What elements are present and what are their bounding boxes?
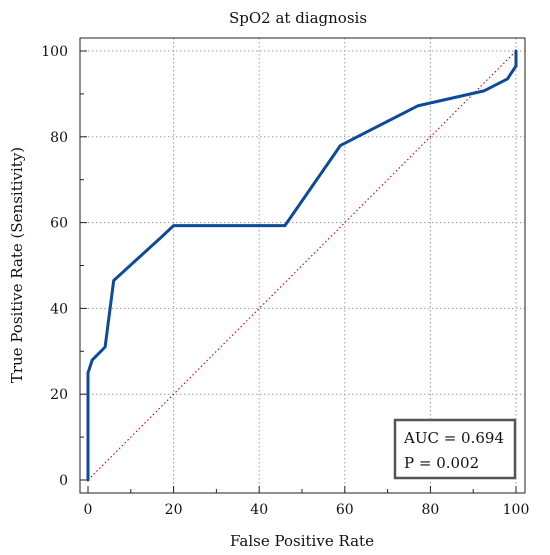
roc-curve-line (86, 49, 518, 482)
x-axis-label: False Positive Rate (230, 532, 374, 550)
y-tick-label: 100 (41, 44, 68, 60)
x-tick-label: 40 (250, 502, 268, 518)
y-tick-label: 40 (50, 301, 68, 317)
y-tick-label: 80 (50, 130, 68, 146)
axis-ticks: 0 20 40 60 80 100 0 20 40 60 80 100 (41, 44, 529, 518)
reference-diagonal-line (87, 50, 517, 481)
y-axis-label: True Positive Rate (Sensitivity) (8, 147, 26, 383)
auc-text: AUC = 0.694 (403, 429, 504, 447)
plot-frame (79, 37, 526, 494)
x-tick-label: 0 (84, 502, 93, 518)
x-tick-label: 20 (165, 502, 183, 518)
y-tick-label: 60 (50, 216, 68, 232)
y-tick-label: 20 (50, 387, 68, 403)
y-tick-label: 0 (59, 473, 68, 489)
auc-annotation-box: AUC = 0.694 P = 0.002 (393, 418, 517, 480)
series-layer (86, 49, 518, 482)
x-tick-label: 80 (421, 502, 439, 518)
p-value-text: P = 0.002 (404, 454, 479, 472)
x-tick-label: 60 (336, 502, 354, 518)
chart-title: SpO2 at diagnosis (229, 9, 367, 27)
x-tick-label: 100 (503, 502, 530, 518)
